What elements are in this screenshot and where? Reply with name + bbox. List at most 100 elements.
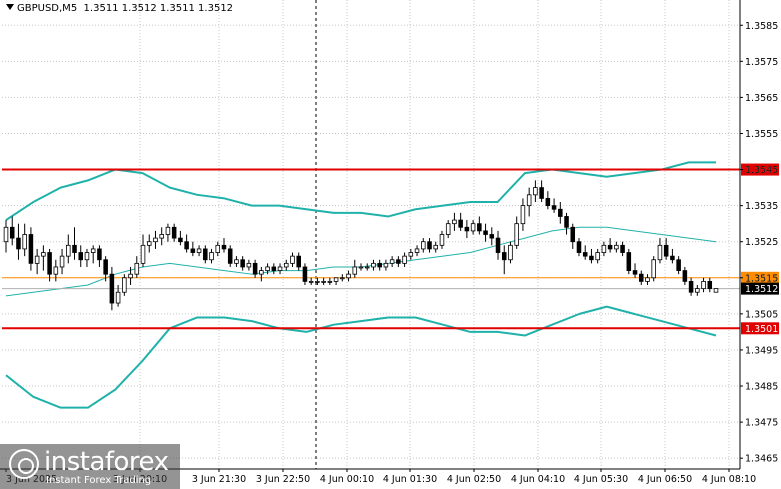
chevron-down-icon[interactable] xyxy=(6,4,14,10)
candle xyxy=(271,263,277,275)
price-tick-label: 1.3565 xyxy=(745,93,778,104)
candle xyxy=(383,259,389,271)
candle xyxy=(109,266,115,311)
candle-body xyxy=(408,252,414,257)
candle xyxy=(178,230,183,246)
candle-body xyxy=(78,252,84,261)
candle xyxy=(327,277,333,286)
candle xyxy=(3,220,9,253)
candle xyxy=(315,277,320,286)
candle xyxy=(558,202,563,224)
candle-body xyxy=(526,194,532,207)
instaforex-logo: instaforex Instant Forex Trading xyxy=(0,444,180,489)
candle xyxy=(290,252,295,267)
candle-body xyxy=(383,262,389,268)
level-tag-label: 1.3512 xyxy=(745,284,778,295)
candle-body xyxy=(533,187,538,196)
candle-body xyxy=(159,234,164,239)
candle-body xyxy=(259,270,264,275)
candle-body xyxy=(651,259,656,279)
candle xyxy=(28,227,34,271)
candle-body xyxy=(178,237,183,243)
candle-body xyxy=(227,248,233,264)
candle-body xyxy=(470,223,476,232)
candle xyxy=(551,198,557,213)
candle-body xyxy=(22,234,27,250)
candle-body xyxy=(614,244,619,250)
candle xyxy=(433,241,439,253)
candle-body xyxy=(252,262,258,275)
price-tick-label: 1.3575 xyxy=(745,57,778,68)
candle-body xyxy=(501,252,507,261)
candle xyxy=(277,263,283,275)
candle xyxy=(184,234,189,253)
candle-body xyxy=(358,266,364,269)
candle xyxy=(302,263,308,286)
candle xyxy=(246,259,252,271)
candle-body xyxy=(203,248,208,261)
candle-body xyxy=(676,259,681,271)
candle-body xyxy=(371,262,376,268)
candle xyxy=(352,259,358,278)
candle-body xyxy=(508,244,513,261)
candle xyxy=(607,238,613,253)
candle xyxy=(688,277,694,296)
candle-body xyxy=(695,288,700,293)
candle xyxy=(445,220,451,239)
candle-body xyxy=(657,244,663,261)
candle-body xyxy=(221,244,227,250)
candle-body xyxy=(620,244,625,253)
price-tick-label: 1.3555 xyxy=(745,129,778,140)
ohlc-values: 1.3511 1.3512 1.3511 1.3512 xyxy=(83,3,234,14)
candle xyxy=(265,263,270,275)
candle xyxy=(340,274,345,282)
candle xyxy=(215,241,221,257)
candle-body xyxy=(321,280,326,283)
candle-body xyxy=(396,259,401,264)
candle-body xyxy=(302,266,308,282)
candle xyxy=(408,248,414,260)
candle xyxy=(333,277,339,286)
level-tag-label: 1.3515 xyxy=(745,273,778,284)
candle-body xyxy=(103,259,108,275)
candle xyxy=(626,248,632,275)
price-tick-label: 1.3515 xyxy=(745,273,778,284)
candle-body xyxy=(601,244,607,253)
candle xyxy=(533,180,538,203)
candle-body xyxy=(34,255,40,264)
candle-body xyxy=(109,273,115,304)
candle-body xyxy=(28,234,34,264)
candle-body xyxy=(352,266,358,275)
candle-body xyxy=(346,273,351,279)
candlesticks xyxy=(3,180,719,311)
price-tick-label: 1.3535 xyxy=(745,201,778,212)
candle xyxy=(458,212,463,231)
candle xyxy=(346,270,351,282)
candle xyxy=(259,266,264,282)
candle-body xyxy=(41,252,46,257)
candle xyxy=(539,180,544,203)
candle-body xyxy=(246,262,252,268)
candle xyxy=(209,248,214,264)
candle xyxy=(595,248,600,264)
candle-body xyxy=(234,259,239,264)
candle xyxy=(203,245,208,264)
candle-body xyxy=(688,280,694,293)
level-tag-label: 1.3501 xyxy=(745,324,778,335)
candle-body xyxy=(327,280,333,283)
candle-body xyxy=(3,226,9,243)
candle xyxy=(695,285,700,296)
candle-body xyxy=(215,244,221,253)
level-tag-bid xyxy=(741,282,779,295)
time-tick-label: 4 Jun 06:50 xyxy=(638,474,692,485)
candle xyxy=(464,220,470,239)
candle-body xyxy=(707,280,713,290)
candle xyxy=(364,263,370,271)
candle-body xyxy=(122,277,127,293)
candle xyxy=(34,248,40,275)
candle-body xyxy=(663,244,669,257)
candle-body xyxy=(670,255,675,261)
candle-body xyxy=(165,226,171,235)
candle-body xyxy=(59,255,65,268)
